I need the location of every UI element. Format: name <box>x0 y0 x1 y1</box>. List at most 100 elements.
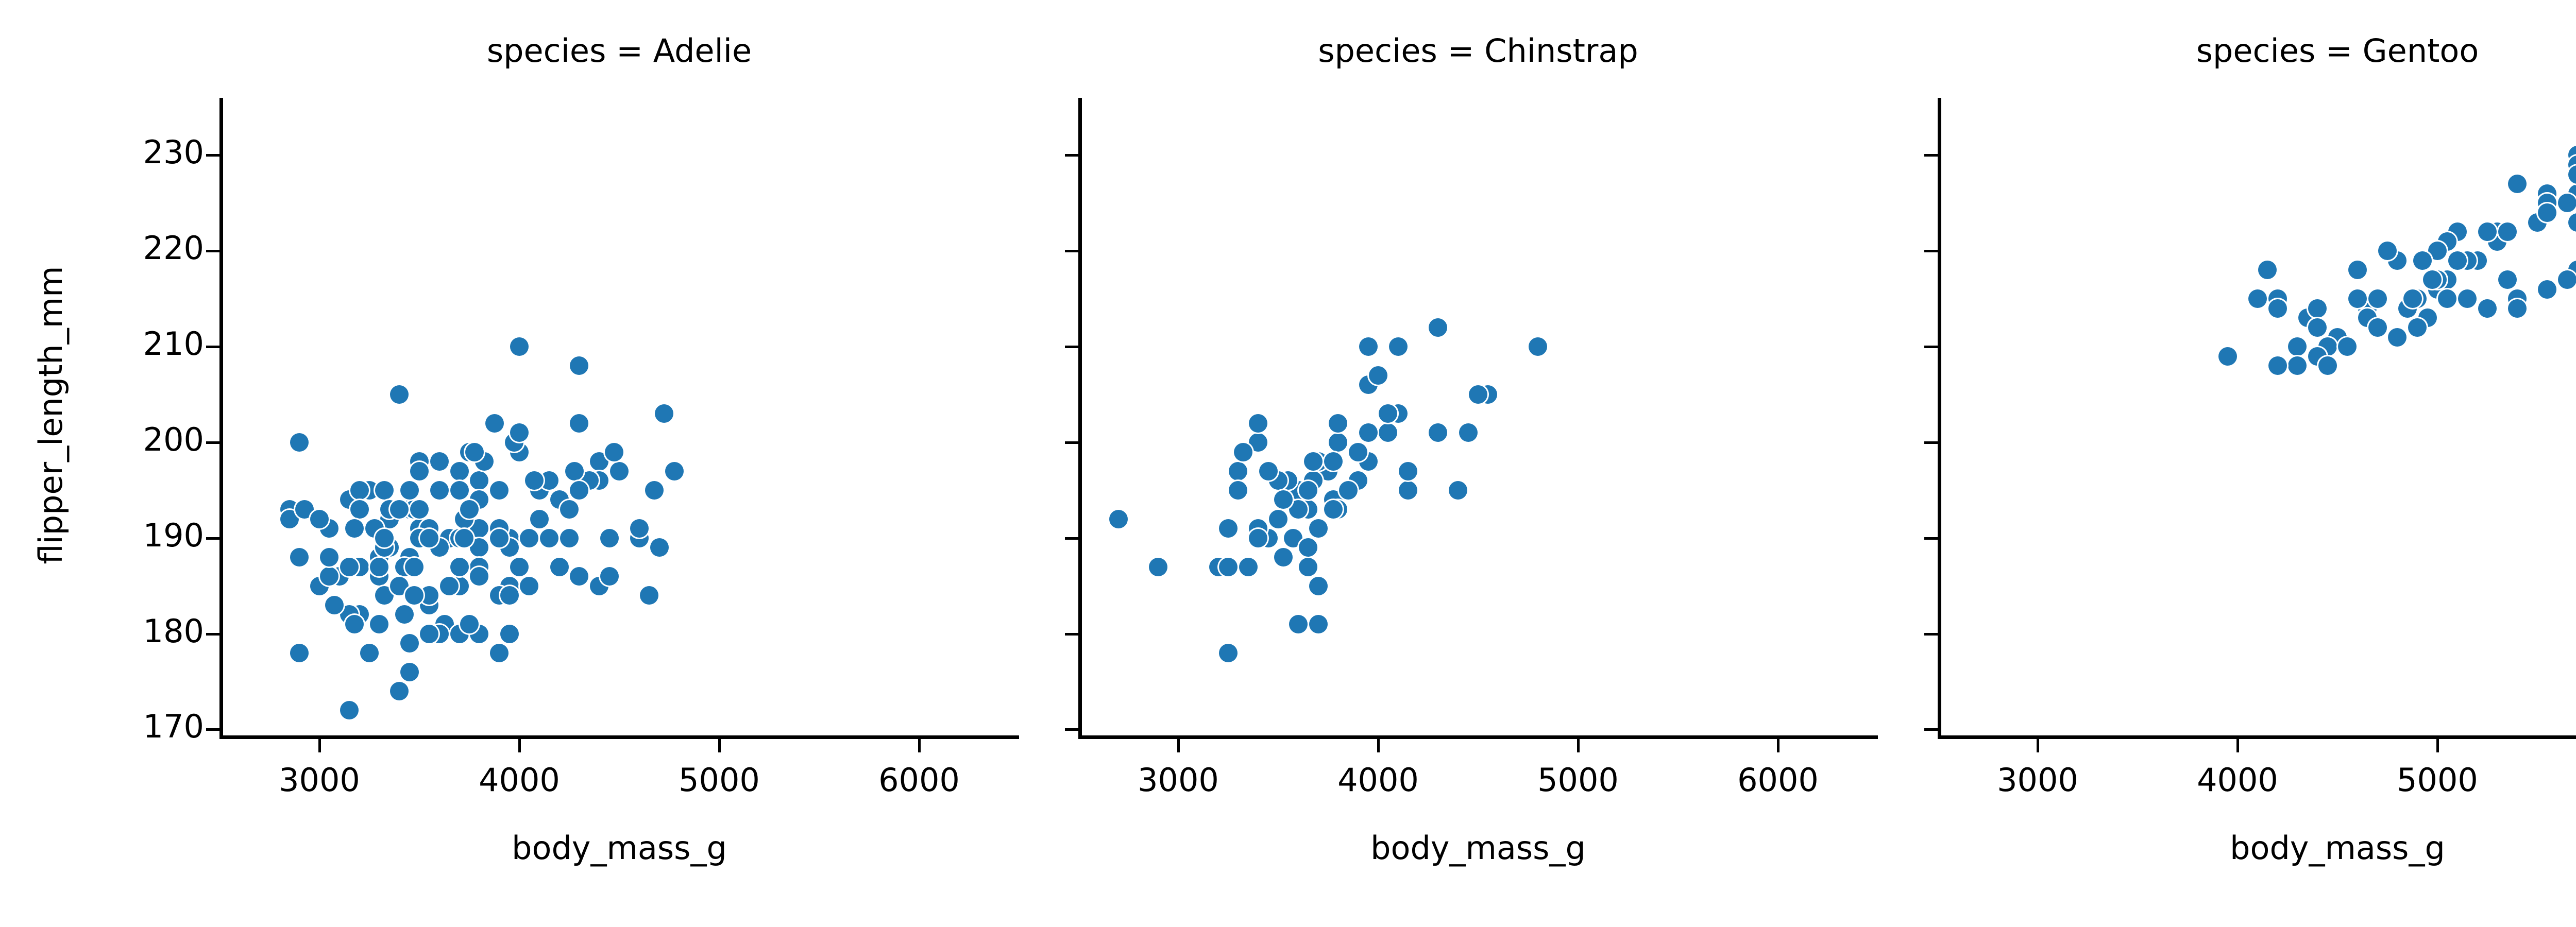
x-tick-mark <box>1777 739 1780 752</box>
data-point <box>1309 519 1328 538</box>
data-point <box>2268 299 2287 318</box>
data-point <box>665 461 684 480</box>
x-tick-mark <box>2236 739 2239 752</box>
x-tick-mark <box>518 739 521 752</box>
data-point <box>600 567 619 586</box>
data-point <box>405 557 424 576</box>
data-point <box>460 500 479 519</box>
data-point <box>375 528 394 547</box>
data-point <box>2338 337 2357 356</box>
data-point <box>2308 318 2327 337</box>
data-point <box>1249 414 1268 433</box>
x-tick-label: 3000 <box>1997 761 2078 799</box>
data-point <box>290 433 309 452</box>
data-point <box>510 423 529 442</box>
x-tick-mark <box>1577 739 1580 752</box>
y-tick-mark <box>206 537 219 540</box>
data-point <box>2368 289 2387 308</box>
data-point <box>325 595 344 614</box>
y-tick-label: 220 <box>143 229 204 267</box>
data-point <box>2318 356 2337 375</box>
data-point <box>1324 500 1343 519</box>
facet-panel-adelie: species = Adelie 3000 4000 5000 6000 body_mas… <box>206 32 1019 867</box>
data-point <box>2268 356 2287 375</box>
data-point <box>600 528 619 547</box>
data-point <box>1399 461 1418 480</box>
data-point <box>510 337 529 356</box>
data-point <box>310 509 329 528</box>
data-point <box>490 528 509 547</box>
data-point <box>1429 318 1448 337</box>
data-point <box>570 414 589 433</box>
data-point <box>1359 423 1378 442</box>
data-point <box>2448 251 2467 270</box>
data-point <box>2413 251 2432 270</box>
data-point <box>400 634 419 653</box>
data-point <box>550 557 569 576</box>
data-point <box>1303 452 1323 471</box>
data-point <box>405 586 424 605</box>
data-point <box>1459 423 1478 442</box>
y-tick-mark <box>206 728 219 731</box>
x-tick-label: 6000 <box>1737 761 1819 799</box>
data-point <box>1274 490 1293 509</box>
data-point <box>2568 213 2576 232</box>
x-tick-label: 6000 <box>878 761 960 799</box>
data-point <box>2368 318 2387 337</box>
y-tick-mark <box>206 346 219 349</box>
data-point <box>1349 442 1368 461</box>
data-point <box>490 480 509 500</box>
y-tick-label: 190 <box>143 516 204 554</box>
x-tick-label: 4000 <box>2197 761 2278 799</box>
y-axis-spine <box>1078 98 1082 739</box>
y-tick-mark <box>1924 346 1938 349</box>
data-point <box>630 519 649 538</box>
data-point <box>1429 423 1448 442</box>
x-tick-mark <box>718 739 721 752</box>
data-point <box>1149 557 1168 576</box>
x-tick-mark <box>318 739 321 752</box>
data-point <box>2308 299 2327 318</box>
x-tick-label: 3000 <box>1138 761 1219 799</box>
data-point <box>470 538 489 557</box>
data-point <box>2388 328 2407 347</box>
data-point <box>370 557 389 576</box>
data-point <box>490 643 509 662</box>
data-point <box>1449 480 1468 500</box>
data-point <box>290 643 309 662</box>
data-point <box>470 519 489 538</box>
y-tick-mark <box>1924 728 1938 731</box>
data-point <box>1329 414 1348 433</box>
data-point <box>340 557 359 576</box>
data-point <box>2558 194 2576 213</box>
data-point <box>1469 385 1487 404</box>
data-point <box>1229 461 1248 480</box>
data-point <box>2348 289 2367 308</box>
data-point <box>1234 442 1253 461</box>
y-tick-label: 200 <box>143 420 204 458</box>
y-tick-mark <box>1924 154 1938 157</box>
data-point <box>2438 289 2457 308</box>
data-point <box>1109 509 1128 528</box>
data-point <box>2248 289 2267 308</box>
y-tick-mark <box>1065 632 1078 636</box>
x-tick-label: 4000 <box>1337 761 1419 799</box>
data-point <box>2348 261 2367 280</box>
data-point <box>2498 222 2517 242</box>
data-point <box>530 509 549 528</box>
data-point <box>1274 547 1293 566</box>
data-point <box>1299 480 1318 500</box>
y-axis-label: flipper_length_mm <box>32 266 70 564</box>
data-point <box>450 557 469 576</box>
y-tick-mark <box>1924 632 1938 636</box>
data-point <box>540 528 559 547</box>
x-tick-label: 3000 <box>279 761 360 799</box>
data-point <box>565 461 584 480</box>
x-tick-mark <box>2037 739 2039 752</box>
data-point <box>525 471 544 490</box>
data-point <box>2258 261 2277 280</box>
data-point <box>640 586 659 605</box>
x-axis-spine <box>1938 735 2576 739</box>
plot-area <box>219 98 1019 739</box>
